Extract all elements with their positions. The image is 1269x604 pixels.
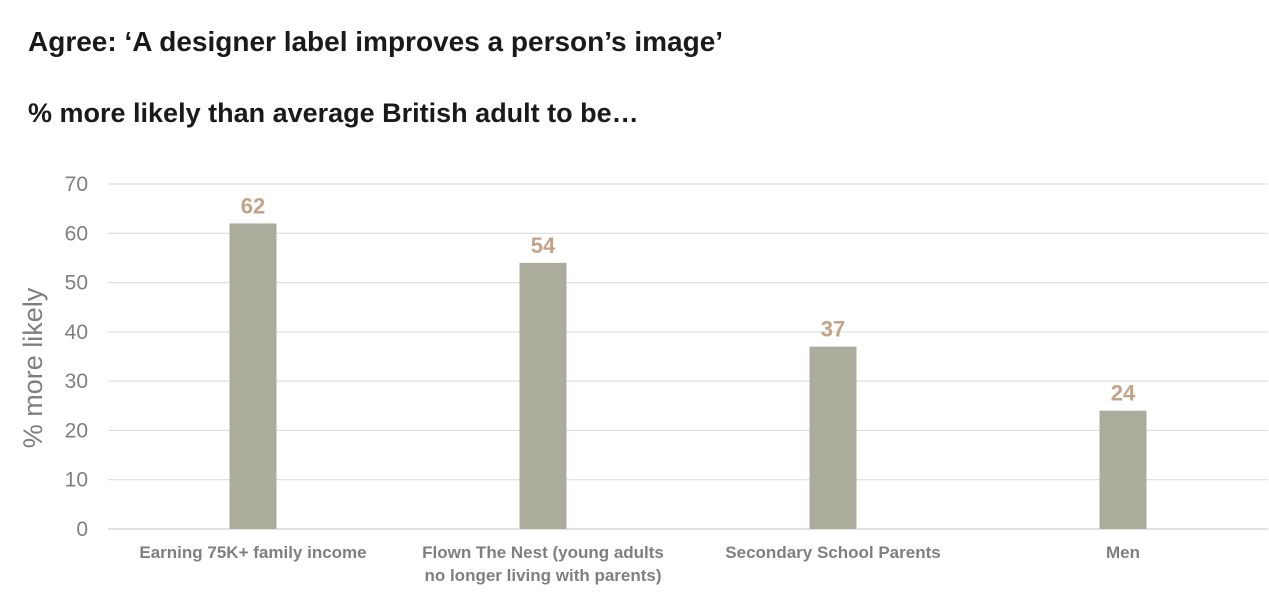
data-label: 54 — [531, 233, 556, 258]
y-axis-label: % more likely — [18, 287, 48, 448]
data-label: 62 — [241, 193, 265, 218]
x-category-label: Flown The Nest (young adults — [422, 543, 664, 562]
x-category-label: Secondary School Parents — [725, 543, 940, 562]
y-tick-label: 60 — [65, 222, 88, 245]
y-tick-label: 20 — [65, 419, 88, 442]
y-tick-label: 0 — [76, 518, 88, 541]
bars — [229, 223, 1147, 529]
y-tick-label: 70 — [65, 173, 88, 196]
x-category-label: Earning 75K+ family income — [139, 543, 366, 562]
y-tick-label: 10 — [65, 469, 88, 492]
data-labels: 62 54 37 24 — [241, 193, 1136, 405]
bar — [809, 346, 857, 529]
chart-subtitle: % more likely than average British adult… — [28, 98, 639, 128]
y-tick-label: 40 — [65, 321, 88, 344]
bar — [229, 223, 277, 529]
data-label: 37 — [821, 317, 845, 342]
x-category-label: no longer living with parents) — [424, 566, 661, 585]
bar — [1099, 410, 1147, 529]
y-tick-label: 50 — [65, 272, 88, 295]
bar — [519, 262, 567, 529]
y-axis-ticks: 0 10 20 30 40 50 60 70 — [65, 173, 88, 541]
x-axis-categories: Earning 75K+ family income Flown The Nest… — [139, 543, 1140, 585]
data-label: 24 — [1111, 381, 1136, 406]
y-tick-label: 30 — [65, 370, 88, 393]
x-category-label: Men — [1106, 543, 1140, 562]
chart-title: Agree: ‘A designer label improves a pers… — [28, 26, 724, 57]
gridlines — [108, 183, 1268, 530]
